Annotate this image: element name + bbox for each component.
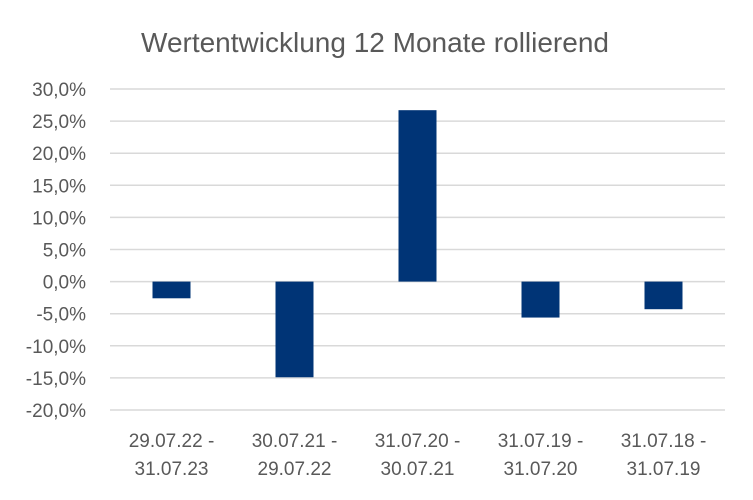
y-tick-label: -15,0% bbox=[26, 369, 86, 390]
y-tick-label: 5,0% bbox=[43, 241, 86, 262]
bar bbox=[644, 281, 683, 310]
y-tick-label: -20,0% bbox=[26, 401, 86, 422]
y-tick-label: -5,0% bbox=[36, 305, 86, 326]
y-tick-label: 15,0% bbox=[32, 176, 86, 197]
y-axis-ticks: 30,0% 25,0% 20,0% 15,0% 10,0% 5,0% 0,0% -5,0% -1… bbox=[26, 80, 86, 422]
y-tick-label: 30,0% bbox=[32, 80, 86, 101]
x-category-label: 31.07.19 bbox=[627, 459, 701, 480]
x-category-label: 29.07.22 - bbox=[129, 431, 215, 452]
y-tick-label: 25,0% bbox=[32, 112, 86, 133]
x-category-label: 30.07.21 - bbox=[252, 431, 338, 452]
x-category-label: 31.07.20 - bbox=[375, 431, 461, 452]
bar bbox=[275, 281, 314, 378]
bar bbox=[521, 281, 560, 318]
y-tick-label: 20,0% bbox=[32, 144, 86, 165]
x-category-label: 29.07.22 bbox=[258, 459, 332, 480]
x-category-label: 30.07.21 bbox=[381, 459, 455, 480]
x-axis-categories: 29.07.22 - 31.07.23 30.07.21 - 29.07.22 31.0… bbox=[129, 431, 707, 480]
chart-title: Wertentwicklung 12 Monate rollierend bbox=[141, 27, 609, 58]
y-tick-label: 0,0% bbox=[43, 273, 86, 294]
bars bbox=[152, 110, 683, 378]
bar bbox=[152, 281, 191, 299]
bar bbox=[398, 110, 437, 282]
y-tick-label: 10,0% bbox=[32, 208, 86, 229]
x-category-label: 31.07.19 - bbox=[498, 431, 584, 452]
y-tick-label: -10,0% bbox=[26, 337, 86, 358]
x-category-label: 31.07.23 bbox=[135, 459, 209, 480]
x-category-label: 31.07.20 bbox=[504, 459, 578, 480]
x-category-label: 31.07.18 - bbox=[621, 431, 707, 452]
